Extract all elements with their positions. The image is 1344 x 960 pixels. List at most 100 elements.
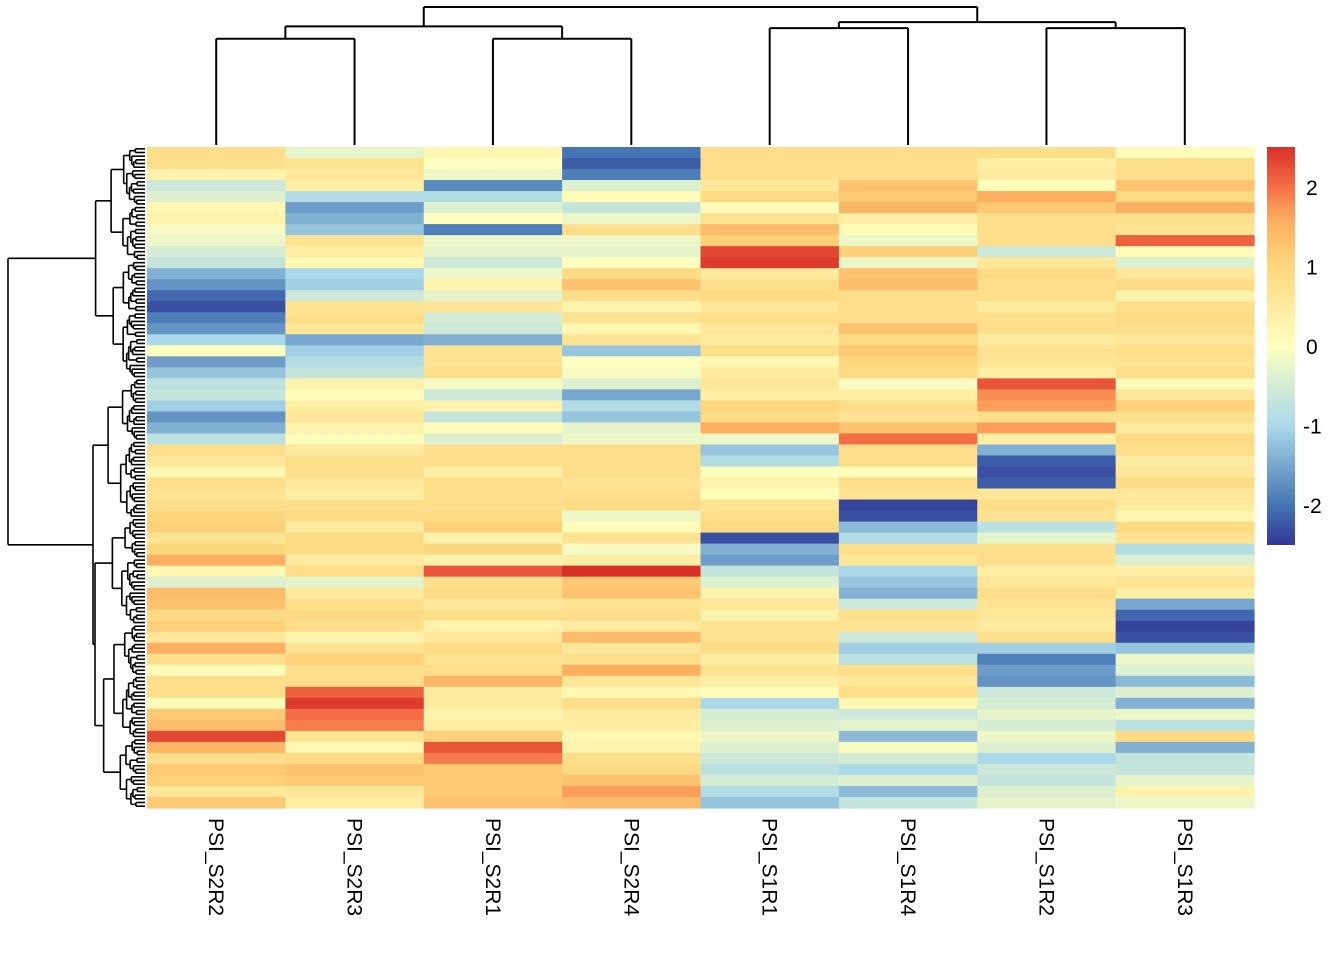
heatmap-cell (285, 488, 425, 501)
heatmap-cell (147, 763, 286, 776)
heatmap-cell (423, 257, 563, 269)
heatmap-cell (700, 554, 840, 567)
heatmap-cell (1115, 356, 1255, 368)
heatmap-cell (423, 697, 563, 710)
heatmap-cell (423, 730, 563, 743)
heatmap-cell (562, 796, 702, 809)
heatmap-cell (562, 686, 702, 699)
column-dendrogram (215, 6, 1186, 145)
heatmap-cell (147, 279, 286, 291)
heatmap-cell (285, 367, 425, 379)
heatmap-cell (562, 697, 702, 710)
heatmap-cell (562, 334, 702, 346)
heatmap-cell (423, 202, 563, 214)
heatmap-cell (423, 158, 563, 170)
heatmap-cell (147, 554, 286, 567)
heatmap-cell (1115, 697, 1255, 710)
heatmap-cell (838, 345, 978, 357)
heatmap-cell (977, 147, 1117, 159)
heatmap-cell (562, 488, 702, 501)
heatmap-cell (977, 224, 1117, 236)
heatmap-cell (977, 312, 1117, 324)
heatmap-cell (562, 477, 702, 490)
heatmap-cell (977, 290, 1117, 302)
heatmap-cell (700, 323, 840, 335)
heatmap-cell (147, 499, 286, 512)
heatmap-cell (147, 664, 286, 677)
heatmap-cell (1115, 224, 1255, 236)
heatmap-cell (423, 576, 563, 589)
heatmap-cell (838, 312, 978, 324)
heatmap-cell (700, 620, 840, 633)
heatmap-cell (700, 169, 840, 181)
heatmap-cell (423, 620, 563, 633)
heatmap-cell (700, 488, 840, 501)
heatmap-cell (562, 466, 702, 479)
heatmap-cell (1115, 312, 1255, 324)
heatmap-cell (562, 345, 702, 357)
heatmap-cell (285, 466, 425, 479)
heatmap-cell (423, 686, 563, 699)
heatmap-cell (147, 378, 286, 390)
heatmap-cell (977, 796, 1117, 809)
heatmap-cell (147, 466, 286, 479)
heatmap-cell (977, 191, 1117, 203)
heatmap-cell (838, 499, 978, 512)
heatmap-cell (700, 719, 840, 732)
heatmap-cell (838, 202, 978, 214)
heatmap-cell (147, 697, 286, 710)
heatmap-cell (562, 422, 702, 435)
heatmap-cell (147, 213, 286, 225)
heatmap-cell (1115, 433, 1255, 446)
heatmap-cell (285, 312, 425, 324)
heatmap-cell (147, 191, 286, 203)
heatmap-cell (147, 147, 286, 159)
heatmap-cell (838, 532, 978, 545)
heatmap-cell (838, 246, 978, 258)
heatmap-cell (838, 576, 978, 589)
heatmap-cell (838, 191, 978, 203)
heatmap-cell (562, 631, 702, 644)
heatmap-cell (423, 642, 563, 655)
heatmap-cell (423, 191, 563, 203)
heatmap-cell (700, 708, 840, 721)
heatmap-cell (977, 631, 1117, 644)
heatmap-cell (147, 741, 286, 754)
heatmap-cell (1115, 510, 1255, 523)
heatmap-cell (147, 433, 286, 446)
heatmap-cell (423, 147, 563, 159)
heatmap-cell (977, 576, 1117, 589)
heatmap-cell (838, 279, 978, 291)
heatmap-cell (700, 466, 840, 479)
heatmap-cell (562, 620, 702, 633)
heatmap-cell (977, 675, 1117, 688)
heatmap-cell (423, 213, 563, 225)
heatmap-cell (1115, 554, 1255, 567)
heatmap-cell (285, 785, 425, 798)
heatmap-cell (562, 279, 702, 291)
heatmap-cell (700, 642, 840, 655)
heatmap-cell (423, 708, 563, 721)
heatmap-cell (1115, 367, 1255, 379)
column-label: PSI_S2R1 (481, 818, 504, 916)
heatmap-cell (838, 653, 978, 666)
heatmap-cell (977, 510, 1117, 523)
legend-tick-label: -1 (1303, 416, 1322, 439)
heatmap-cell (700, 499, 840, 512)
heatmap-cell (147, 158, 286, 170)
heatmap-cell (700, 268, 840, 280)
heatmap-cell (147, 312, 286, 324)
column-label: PSI_S1R3 (1173, 818, 1196, 916)
heatmap-cell (147, 411, 286, 424)
heatmap-cell (423, 224, 563, 236)
column-label: PSI_S1R4 (896, 818, 919, 916)
heatmap-cell (700, 598, 840, 611)
heatmap-cell (147, 543, 286, 556)
heatmap-cell (285, 565, 425, 578)
heatmap-cell (838, 224, 978, 236)
heatmap-cell (700, 785, 840, 798)
heatmap-cell (1115, 598, 1255, 611)
heatmap-cell (423, 389, 563, 401)
heatmap-cell (838, 378, 978, 390)
heatmap-cell (562, 752, 702, 765)
